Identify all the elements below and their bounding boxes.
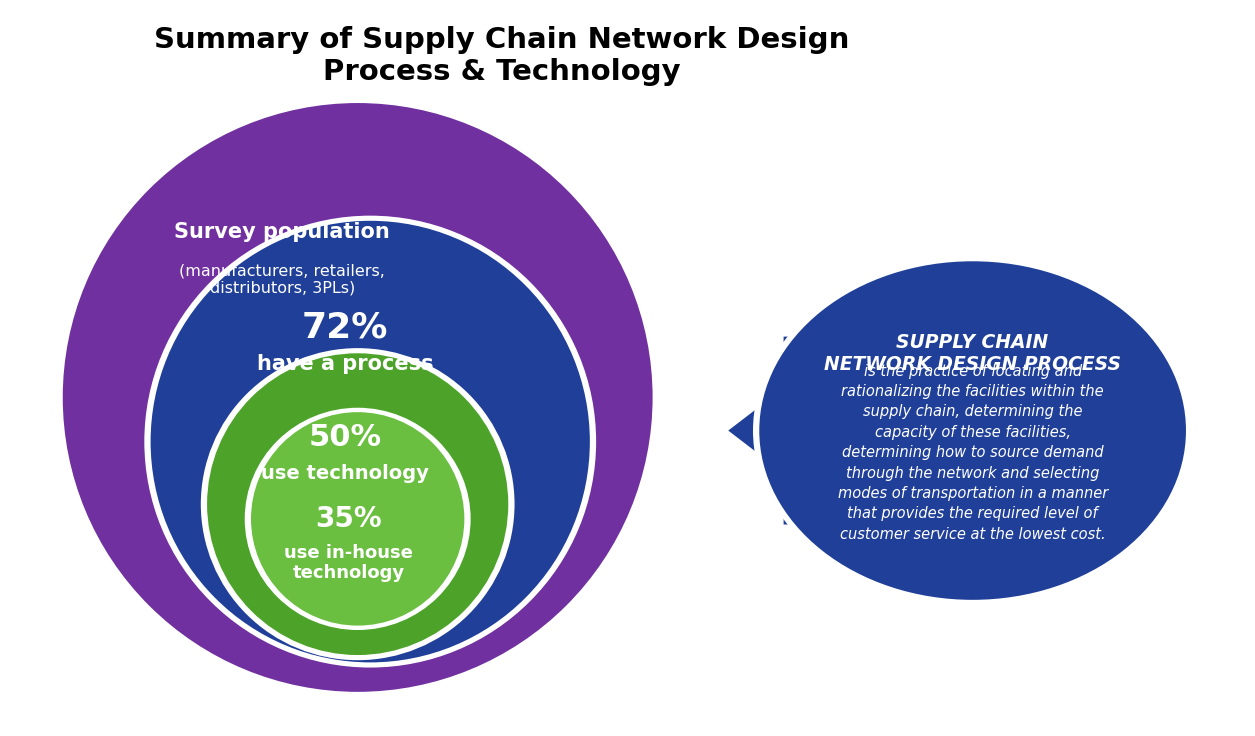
Text: Summary of Supply Chain Network Design
Process & Technology: Summary of Supply Chain Network Design P… (154, 26, 850, 86)
Text: use technology: use technology (261, 464, 429, 483)
Ellipse shape (63, 103, 653, 692)
Ellipse shape (245, 408, 471, 630)
Polygon shape (725, 335, 857, 526)
Polygon shape (725, 335, 857, 526)
Ellipse shape (251, 412, 464, 626)
Text: 72%: 72% (302, 311, 388, 344)
Text: is the practice of locating and
rationalizing the facilities within the
supply c: is the practice of locating and rational… (837, 364, 1108, 542)
Text: SUPPLY CHAIN
NETWORK DESIGN PROCESS: SUPPLY CHAIN NETWORK DESIGN PROCESS (825, 333, 1121, 374)
Ellipse shape (759, 261, 1186, 600)
Ellipse shape (207, 353, 508, 655)
Text: have a process: have a process (257, 354, 433, 375)
Text: use in-house
technology: use in-house technology (285, 544, 413, 582)
Ellipse shape (201, 348, 515, 660)
Ellipse shape (753, 256, 1192, 605)
Text: 50%: 50% (309, 423, 382, 453)
Text: 35%: 35% (315, 505, 383, 533)
Text: (manufacturers, retailers,
distributors, 3PLs): (manufacturers, retailers, distributors,… (179, 263, 385, 296)
Ellipse shape (151, 221, 590, 662)
Text: Survey population: Survey population (174, 222, 390, 242)
Ellipse shape (56, 98, 659, 697)
Ellipse shape (144, 216, 596, 668)
